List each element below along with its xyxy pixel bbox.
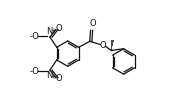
Text: O: O [55,24,62,33]
Text: -O: -O [29,32,39,41]
Text: +: + [50,74,56,80]
Text: O: O [100,41,106,50]
Text: O: O [55,74,62,83]
Text: N: N [46,71,53,80]
Text: O: O [89,19,96,28]
Text: -O: -O [29,67,39,76]
Text: +: + [50,28,56,34]
Text: N: N [46,27,53,36]
